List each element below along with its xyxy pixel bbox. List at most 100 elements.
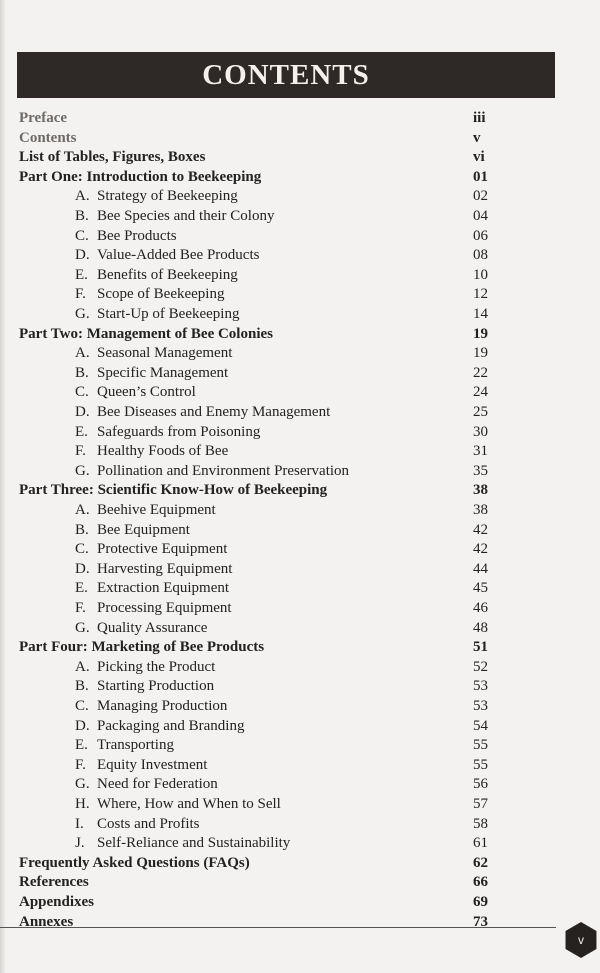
entry-title: Extraction Equipment [97, 580, 230, 597]
toc-subsection-entry[interactable]: F. Processing Equipment 46 [0, 598, 600, 618]
entry-letter: A. [75, 188, 90, 205]
toc-section-entry[interactable]: List of Tables, Figures, Boxes vi [0, 147, 600, 167]
entry-title: Pollination and Environment Preservation [97, 462, 350, 479]
entry-letter: C. [75, 698, 89, 714]
entry-title: Bee Diseases and Enemy Management [97, 404, 331, 420]
toc-subsection-entry[interactable]: B. Starting Production 53 [0, 676, 600, 696]
toc-subsection-entry[interactable]: F. Equity Investment 55 [0, 755, 600, 775]
toc-subsection-entry[interactable]: C. Protective Equipment 42 [0, 539, 600, 559]
toc-subsection-entry[interactable]: E. Transporting 55 [0, 735, 600, 755]
toc-subsection-entry[interactable]: C. Managing Production 53 [0, 696, 600, 716]
entry-letter: E. [75, 580, 88, 597]
toc-subsection-entry[interactable]: A. Beehive Equipment 38 [0, 500, 600, 520]
entry-page-number: 38 [473, 502, 488, 518]
entry-title: Bee Species and their Colony [97, 208, 275, 224]
entry-page-number: 69 [473, 894, 488, 910]
toc-subsection-entry[interactable]: B. Specific Management 22 [0, 363, 600, 383]
toc-subsection-entry[interactable]: E. Extraction Equipment 45 [0, 578, 600, 598]
entry-letter: E. [75, 737, 88, 754]
toc-subsection-entry[interactable]: D. Packaging and Branding 54 [0, 716, 600, 736]
entry-letter: A. [75, 658, 90, 675]
entry-title: Picking the Product [97, 658, 216, 675]
toc-subsection-entry[interactable]: F. Healthy Foods of Bee 31 [0, 441, 600, 461]
toc-subsection-entry[interactable]: C. Bee Products 06 [0, 226, 600, 246]
entry-title: Part One: Introduction to Beekeeping [19, 168, 262, 185]
page-number: v [578, 933, 584, 947]
entry-page-number: 62 [473, 854, 488, 871]
entry-title: Seasonal Management [97, 345, 233, 362]
toc-section-entry[interactable]: Appendixes 69 [0, 892, 600, 912]
entry-title: Specific Management [97, 364, 229, 381]
entry-title: Where, How and When to Sell [97, 796, 281, 812]
toc-section-entry[interactable]: Part Two: Management of Bee Colonies 19 [0, 324, 600, 344]
toc-subsection-entry[interactable]: I. Costs and Profits 58 [0, 814, 600, 834]
page-title: CONTENTS [202, 58, 370, 91]
entry-page-number: 24 [473, 384, 488, 401]
toc-section-entry[interactable]: Preface iii [0, 108, 600, 128]
entry-letter: C. [75, 541, 89, 558]
toc-section-entry[interactable]: Contents v [0, 128, 600, 148]
entry-title: Beehive Equipment [97, 502, 216, 518]
toc-subsection-entry[interactable]: C. Queen’s Control 24 [0, 382, 600, 402]
toc-subsection-entry[interactable]: E. Benefits of Beekeeping 10 [0, 265, 600, 285]
toc-section-entry[interactable]: Frequently Asked Questions (FAQs) 62 [0, 853, 600, 873]
toc-subsection-entry[interactable]: D. Harvesting Equipment 44 [0, 559, 600, 579]
toc-subsection-entry[interactable]: B. Bee Species and their Colony 04 [0, 206, 600, 226]
entry-page-number: v [473, 129, 481, 146]
entry-letter: C. [75, 227, 89, 244]
entry-page-number: 30 [473, 423, 488, 440]
toc-subsection-entry[interactable]: B. Bee Equipment 42 [0, 520, 600, 540]
entry-title: Safeguards from Poisoning [97, 423, 261, 440]
toc-subsection-entry[interactable]: D. Bee Diseases and Enemy Management 25 [0, 402, 600, 422]
entry-page-number: 12 [473, 286, 488, 303]
entry-page-number: 55 [473, 737, 488, 754]
entry-letter: G. [75, 306, 90, 322]
entry-title: Value-Added Bee Products [97, 247, 260, 264]
toc-subsection-entry[interactable]: J. Self-Reliance and Sustainability 61 [0, 833, 600, 853]
toc-subsection-entry[interactable]: A. Strategy of Beekeeping 02 [0, 186, 600, 206]
entry-title: Bee Equipment [97, 521, 190, 538]
toc-subsection-entry[interactable]: F. Scope of Beekeeping 12 [0, 284, 600, 304]
toc-subsection-entry[interactable]: A. Seasonal Management 19 [0, 343, 600, 363]
toc-subsection-entry[interactable]: D. Value-Added Bee Products 08 [0, 245, 600, 265]
entry-page-number: 19 [473, 325, 488, 342]
entry-page-number: iii [473, 110, 486, 126]
entry-letter: D. [75, 247, 90, 264]
entry-title: Starting Production [97, 678, 215, 695]
contents-title-banner: CONTENTS [17, 52, 555, 98]
entry-page-number: 08 [473, 247, 488, 264]
entry-page-number: 25 [473, 404, 488, 420]
toc-subsection-entry[interactable]: E. Safeguards from Poisoning 30 [0, 422, 600, 442]
footer-rule [0, 927, 556, 928]
entry-page-number: 54 [473, 717, 488, 734]
entry-page-number: 48 [473, 619, 488, 636]
toc-section-entry[interactable]: Part Four: Marketing of Bee Products 51 [0, 637, 600, 657]
toc-subsection-entry[interactable]: H. Where, How and When to Sell 57 [0, 794, 600, 814]
toc-section-entry[interactable]: Part One: Introduction to Beekeeping 01 [0, 167, 600, 187]
toc-section-entry[interactable]: Part Three: Scientific Know-How of Beeke… [0, 480, 600, 500]
toc-section-entry[interactable]: Annexes 73 [0, 912, 600, 932]
entry-page-number: 66 [473, 874, 488, 891]
entry-page-number: vi [473, 149, 485, 166]
toc-subsection-entry[interactable]: G. Quality Assurance 48 [0, 618, 600, 638]
toc-subsection-entry[interactable]: G. Need for Federation 56 [0, 774, 600, 794]
entry-letter: B. [75, 208, 89, 224]
entry-title: Part Four: Marketing of Bee Products [19, 639, 265, 656]
toc-section-entry[interactable]: References 66 [0, 872, 600, 892]
entry-page-number: 35 [473, 462, 488, 479]
entry-page-number: 42 [473, 521, 488, 538]
entry-title: Start-Up of Beekeeping [97, 306, 240, 322]
entry-letter: B. [75, 521, 89, 538]
entry-letter: A. [75, 345, 90, 362]
entry-letter: F. [75, 443, 86, 460]
entry-title: Annexes [19, 913, 74, 930]
entry-title: Packaging and Branding [97, 717, 245, 734]
entry-title: References [19, 874, 89, 891]
page-gutter-shadow [0, 0, 6, 973]
toc-subsection-entry[interactable]: A. Picking the Product 52 [0, 657, 600, 677]
toc-subsection-entry[interactable]: G. Pollination and Environment Preservati… [0, 461, 600, 481]
toc-subsection-entry[interactable]: G. Start-Up of Beekeeping 14 [0, 304, 600, 324]
entry-letter: A. [75, 502, 90, 518]
entry-page-number: 22 [473, 364, 488, 381]
entry-title: Equity Investment [97, 756, 208, 773]
